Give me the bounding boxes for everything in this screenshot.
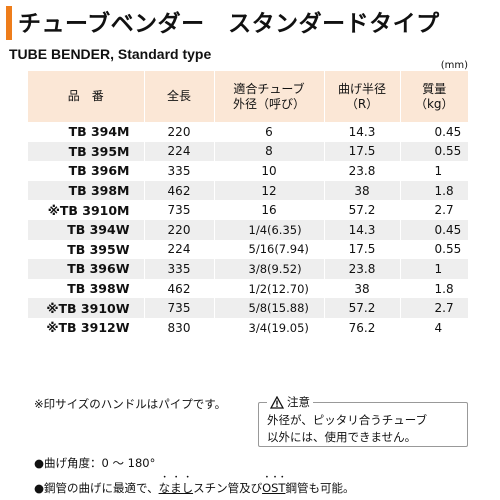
header-mass: 質量 （kg） xyxy=(399,71,468,122)
cell-length: 224 xyxy=(143,141,214,162)
cell-length: 735 xyxy=(143,298,214,318)
cell-length: 830 xyxy=(143,317,214,338)
table-row: TB 398W 462 1/2(12.70) 38 1.8 xyxy=(28,278,468,299)
cell-length: 735 xyxy=(143,200,214,220)
cell-tube-od: 16 xyxy=(213,200,324,220)
cell-tube-od: 3/4(19.05) xyxy=(213,317,324,338)
cell-tube-od: 3/8(9.52) xyxy=(213,259,324,279)
cell-mass: 1.8 xyxy=(399,278,468,299)
cell-bend-radius: 57.2 xyxy=(323,298,400,318)
cell-length: 462 xyxy=(143,278,214,299)
table-row: TB 396M 335 10 23.8 1 xyxy=(28,161,468,181)
cell-mass: 1 xyxy=(399,161,468,181)
cell-length: 224 xyxy=(143,239,214,260)
cell-mass: 1 xyxy=(399,259,468,279)
table-row: TB 394W 220 1/4(6.35) 14.3 0.45 xyxy=(28,219,468,240)
cell-length: 335 xyxy=(143,259,214,279)
cell-part-number: TB 396W xyxy=(28,259,144,279)
cell-bend-radius: 14.3 xyxy=(323,219,400,240)
cell-bend-radius: 57.2 xyxy=(323,200,400,220)
cell-bend-radius: 17.5 xyxy=(323,239,400,260)
cell-tube-od: 1/2(12.70) xyxy=(213,278,324,299)
cell-bend-radius: 76.2 xyxy=(323,317,400,338)
cell-mass: 4 xyxy=(399,317,468,338)
cell-bend-radius: 38 xyxy=(323,180,400,201)
table-row: ※TB 3910M 735 16 57.2 2.7 xyxy=(28,200,468,220)
cell-mass: 0.45 xyxy=(399,219,468,240)
cell-tube-od: 5/8(15.88) xyxy=(213,298,324,318)
cell-mass: 0.55 xyxy=(399,239,468,260)
cell-part-number: ※TB 3910W xyxy=(28,298,144,318)
cell-bend-radius: 23.8 xyxy=(323,161,400,181)
cell-part-number: TB 394W xyxy=(28,219,144,240)
cell-bend-radius: 14.3 xyxy=(323,122,400,142)
cell-part-number: TB 394M xyxy=(28,122,144,142)
cell-length: 220 xyxy=(143,219,214,240)
table-row: ※TB 3910W 735 5/8(15.88) 57.2 2.7 xyxy=(28,298,468,318)
cell-mass: 0.45 xyxy=(399,122,468,142)
cell-tube-od: 10 xyxy=(213,161,324,181)
cell-mass: 2.7 xyxy=(399,200,468,220)
cell-length: 462 xyxy=(143,180,214,201)
cell-length: 335 xyxy=(143,161,214,181)
table-row: TB 395W 224 5/16(7.94) 17.5 0.55 xyxy=(28,239,468,260)
spec-table: 品 番 全長 適合チューブ 外径（呼び） 曲げ半径 （R） 質量 （kg） TB 39… xyxy=(28,71,468,338)
cell-tube-od: 5/16(7.94) xyxy=(213,239,324,260)
header-tube-od: 適合チューブ 外径（呼び） xyxy=(213,71,324,122)
caution-box: 注意 外径が、ピッタリ合うチューブ 以外には、使用できません。 xyxy=(258,394,468,447)
table-row: TB 398M 462 12 38 1.8 xyxy=(28,180,468,201)
cell-bend-radius: 17.5 xyxy=(323,141,400,162)
page-title: チューブベンダー スタンダードタイプ xyxy=(18,11,440,37)
header-length: 全長 xyxy=(143,71,214,122)
caution-title: 注意 xyxy=(287,395,310,409)
cell-mass: 1.8 xyxy=(399,180,468,201)
title-accent-bar xyxy=(6,6,12,40)
cell-tube-od: 1/4(6.35) xyxy=(213,219,324,240)
cell-mass: 2.7 xyxy=(399,298,468,318)
caution-header: 注意 xyxy=(267,394,313,410)
cell-part-number: TB 396M xyxy=(28,161,144,181)
warning-icon xyxy=(270,395,284,409)
table-row: TB 395M 224 8 17.5 0.55 xyxy=(28,141,468,162)
steel-pipe-note: ●鋼管の曲げに最適で、なましスチン管及びOST鋼管も可能。 xyxy=(34,481,355,495)
header-bend-radius: 曲げ半径 （R） xyxy=(323,71,400,122)
table-row: TB 396W 335 3/8(9.52) 23.8 1 xyxy=(28,259,468,279)
page-subtitle: TUBE BENDER, Standard type xyxy=(9,46,212,62)
cell-bend-radius: 23.8 xyxy=(323,259,400,279)
cell-part-number: TB 395W xyxy=(28,239,144,260)
cell-tube-od: 8 xyxy=(213,141,324,162)
cell-part-number: TB 398M xyxy=(28,180,144,201)
bend-angle-note: ●曲げ角度：0 ～ 180° xyxy=(34,456,156,470)
cell-tube-od: 12 xyxy=(213,180,324,201)
cell-part-number: TB 398W xyxy=(28,278,144,299)
cell-length: 220 xyxy=(143,122,214,142)
unit-label: (mm) xyxy=(440,60,468,71)
cell-part-number: ※TB 3910M xyxy=(28,200,144,220)
cell-tube-od: 6 xyxy=(213,122,324,142)
table-row: ※TB 3912W 830 3/4(19.05) 76.2 4 xyxy=(28,317,468,338)
cell-part-number: TB 395M xyxy=(28,141,144,162)
table-header-row: 品 番 全長 適合チューブ 外径（呼び） 曲げ半径 （R） 質量 （kg） xyxy=(28,71,468,122)
cell-mass: 0.55 xyxy=(399,141,468,162)
cell-part-number: ※TB 3912W xyxy=(28,317,144,338)
caution-text: 外径が、ピッタリ合うチューブ 以外には、使用できません。 xyxy=(267,413,428,444)
table-row: TB 394M 220 6 14.3 0.45 xyxy=(28,122,468,142)
header-part-number: 品 番 xyxy=(28,71,144,122)
handle-note: ※印サイズのハンドルはパイプです。 xyxy=(34,397,227,411)
cell-bend-radius: 38 xyxy=(323,278,400,299)
